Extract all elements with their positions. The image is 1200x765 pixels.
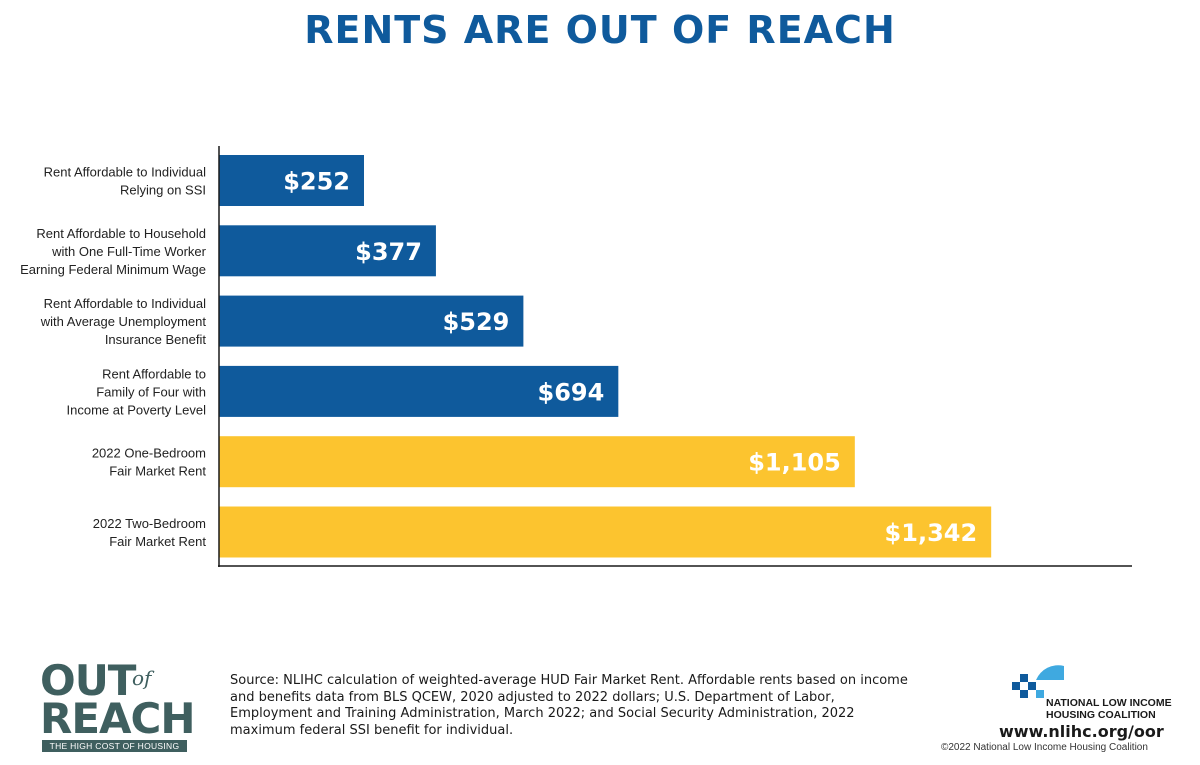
org-name-line2: HOUSING COALITION xyxy=(1046,709,1156,721)
house-block-3 xyxy=(1028,682,1036,690)
org-name: NATIONAL LOW INCOME HOUSING COALITION xyxy=(1046,697,1172,721)
source-note: Source: NLIHC calculation of weighted-av… xyxy=(230,673,908,738)
category-label-3: Rent Affordable to Individual with Averag… xyxy=(40,296,207,347)
bar-6 xyxy=(219,506,992,558)
bar-5 xyxy=(219,436,855,488)
bar-value-label-4: $694 xyxy=(538,378,605,406)
category-label-6: 2022 Two-Bedroom Fair Market Rent xyxy=(93,516,207,549)
house-block-5 xyxy=(1036,690,1044,698)
bar-4 xyxy=(219,365,619,417)
house-block-4 xyxy=(1020,690,1028,698)
copyright-note: ©2022 National Low Income Housing Coalit… xyxy=(941,742,1148,753)
bar-2 xyxy=(219,225,436,277)
bar-value-label-5: $1,105 xyxy=(748,449,841,477)
house-block-2 xyxy=(1012,682,1020,690)
category-label-2: Rent Affordable to Household with One Ful… xyxy=(20,226,207,277)
house-roof-arc xyxy=(1036,665,1064,680)
bar-1 xyxy=(219,155,365,206)
logo-tagline: THE HIGH COST OF HOUSING xyxy=(42,740,187,752)
bar-value-label-2: $377 xyxy=(355,238,422,266)
category-label-5: 2022 One-Bedroom Fair Market Rent xyxy=(92,446,207,479)
org-url-link[interactable]: www.nlihc.org/oor xyxy=(999,722,1164,741)
bar-value-label-6: $1,342 xyxy=(885,519,978,547)
category-label-4: Rent Affordable to Family of Four with Inc… xyxy=(67,366,207,417)
logo-reach-text: REACH xyxy=(40,694,196,743)
bar-3 xyxy=(219,295,524,347)
nlihc-house-icon xyxy=(1012,665,1064,698)
logo-out-text: OUT xyxy=(40,656,136,705)
out-of-reach-logo: OUT of REACH THE HIGH COST OF HOUSING xyxy=(40,656,196,752)
org-name-line1: NATIONAL LOW INCOME xyxy=(1046,697,1172,709)
bar-value-label-1: $252 xyxy=(283,168,350,196)
chart-title: RENTS ARE OUT OF REACH xyxy=(304,8,896,52)
bar-chart: $252 $377 $529 $694 $1,105 $1,342 Rent Afford… xyxy=(20,146,1132,567)
bar-value-label-3: $529 xyxy=(443,308,510,336)
logo-of-text: of xyxy=(132,666,152,690)
category-label-1: Rent Affordable to Individual Relying on … xyxy=(44,165,206,198)
house-block-1 xyxy=(1020,674,1028,682)
